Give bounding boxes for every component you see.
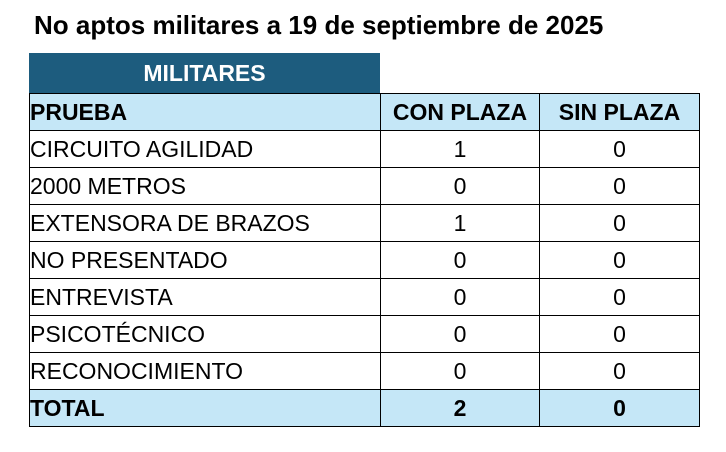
con-plaza-cell: 0 [380, 167, 540, 205]
con-plaza-cell: 0 [380, 352, 540, 390]
sin-plaza-cell: 0 [539, 352, 700, 390]
table-header-row: PRUEBA CON PLAZA SIN PLAZA [29, 93, 700, 131]
table-row: EXTENSORA DE BRAZOS 1 0 [29, 204, 700, 242]
sin-plaza-cell: 0 [539, 130, 700, 168]
prueba-cell: NO PRESENTADO [29, 241, 381, 279]
con-plaza-cell: 1 [380, 130, 540, 168]
con-plaza-cell: 0 [380, 315, 540, 353]
column-header-prueba: PRUEBA [29, 93, 381, 131]
table-row: 2000 METROS 0 0 [29, 167, 700, 205]
con-plaza-cell: 0 [380, 241, 540, 279]
prueba-cell: ENTREVISTA [29, 278, 381, 316]
table-row: CIRCUITO AGILIDAD 1 0 [29, 130, 700, 168]
sin-plaza-cell: 0 [539, 278, 700, 316]
total-row: TOTAL 2 0 [29, 389, 700, 427]
column-header-sin-plaza: SIN PLAZA [539, 93, 700, 131]
section-header-militares: MILITARES [29, 53, 380, 93]
sin-plaza-cell: 0 [539, 241, 700, 279]
sin-plaza-cell: 0 [539, 167, 700, 205]
table-row: ENTREVISTA 0 0 [29, 278, 700, 316]
sin-plaza-cell: 0 [539, 315, 700, 353]
prueba-cell: EXTENSORA DE BRAZOS [29, 204, 381, 242]
table-row: RECONOCIMIENTO 0 0 [29, 352, 700, 390]
page-title: No aptos militares a 19 de septiembre de… [34, 10, 604, 40]
table-row: NO PRESENTADO 0 0 [29, 241, 700, 279]
prueba-cell: RECONOCIMIENTO [29, 352, 381, 390]
results-table: PRUEBA CON PLAZA SIN PLAZA CIRCUITO AGIL… [29, 93, 700, 427]
con-plaza-cell: 1 [380, 204, 540, 242]
con-plaza-cell: 0 [380, 278, 540, 316]
total-label: TOTAL [29, 389, 381, 427]
prueba-cell: CIRCUITO AGILIDAD [29, 130, 381, 168]
column-header-con-plaza: CON PLAZA [380, 93, 540, 131]
sin-plaza-cell: 0 [539, 204, 700, 242]
total-con-plaza: 2 [380, 389, 540, 427]
total-sin-plaza: 0 [539, 389, 700, 427]
prueba-cell: 2000 METROS [29, 167, 381, 205]
prueba-cell: PSICOTÉCNICO [29, 315, 381, 353]
table-row: PSICOTÉCNICO 0 0 [29, 315, 700, 353]
